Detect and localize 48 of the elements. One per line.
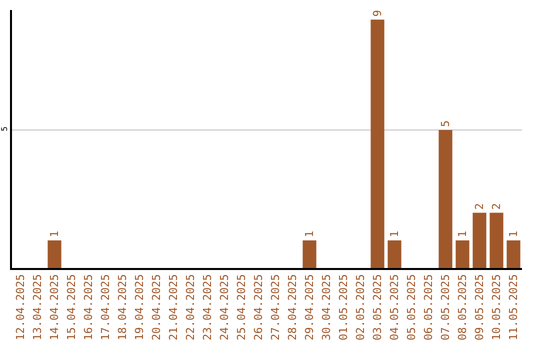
x-tick-label: 16.04.2025	[82, 274, 96, 340]
x-tick-label: 09.05.2025	[473, 274, 486, 340]
bar	[506, 240, 520, 268]
x-tick-label: 10.05.2025	[490, 274, 504, 340]
x-tick-label: 04.05.2025	[388, 274, 402, 340]
x-tick-label: 07.05.2025	[439, 274, 452, 340]
x-tick-label: 30.04.2025	[320, 274, 334, 340]
data-label: 1	[303, 230, 316, 238]
x-tick-label: 11.05.2025	[507, 274, 520, 340]
x-tick-label: 27.04.2025	[269, 274, 282, 340]
bar	[438, 130, 452, 268]
data-label: 2	[490, 203, 503, 210]
x-tick-label: 18.04.2025	[116, 274, 130, 340]
data-label: 9	[371, 10, 384, 17]
x-tick-label: 21.04.2025	[167, 274, 180, 340]
data-label: 1	[48, 230, 61, 238]
data-label: 2	[473, 203, 486, 210]
bar	[456, 240, 470, 268]
bar	[472, 212, 486, 268]
x-tick-label: 23.04.2025	[201, 274, 214, 340]
x-tick-label: 03.05.2025	[371, 274, 384, 340]
data-label: 1	[456, 230, 469, 238]
bar	[302, 240, 316, 268]
bar	[48, 240, 62, 268]
x-tick-label: 24.04.2025	[218, 274, 232, 340]
x-tick-label: 15.04.2025	[65, 274, 78, 340]
x-tick-label: 22.04.2025	[184, 274, 198, 340]
x-tick-label: 25.04.2025	[235, 274, 248, 340]
bar	[490, 212, 504, 268]
x-tick-label: 08.05.2025	[456, 274, 470, 340]
x-tick-label: 29.04.2025	[303, 274, 316, 340]
x-tick-label: 12.04.2025	[14, 274, 28, 340]
data-label: 1	[507, 230, 520, 238]
x-tick-label: 13.04.2025	[31, 274, 44, 340]
x-tick-label: 05.05.2025	[405, 274, 418, 340]
x-tick-label: 01.05.2025	[337, 274, 350, 340]
x-tick-label: 19.04.2025	[133, 274, 146, 340]
bar	[388, 240, 402, 268]
bar	[370, 20, 384, 268]
data-label: 1	[388, 230, 401, 238]
x-tick-label: 20.04.2025	[150, 274, 164, 340]
x-tick-label: 26.04.2025	[252, 274, 266, 340]
x-tick-label: 17.04.2025	[99, 274, 112, 340]
data-label: 5	[439, 120, 452, 128]
x-tick-label: 28.04.2025	[286, 274, 300, 340]
x-tick-label: 06.05.2025	[422, 274, 436, 340]
x-tick-label: 14.04.2025	[48, 274, 62, 340]
x-tick-label: 02.05.2025	[354, 274, 368, 340]
